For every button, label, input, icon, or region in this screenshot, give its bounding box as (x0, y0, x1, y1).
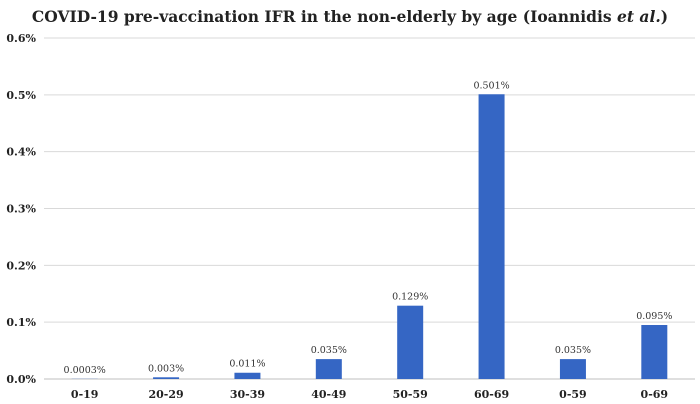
x-tick-label: 30-39 (230, 388, 265, 401)
bars (71, 94, 668, 379)
bar-value-label: 0.0003% (64, 365, 106, 376)
chart-title-main: COVID-19 pre-vaccination IFR in the non-… (32, 7, 617, 26)
x-tick-label: 40-49 (311, 388, 346, 401)
bar-value-label: 0.003% (148, 363, 184, 374)
x-tick-label: 0-59 (559, 388, 587, 401)
x-tick-label: 50-59 (393, 388, 428, 401)
bar (397, 305, 424, 379)
grid-lines (44, 37, 695, 380)
x-tick-label: 20-29 (148, 388, 183, 401)
y-tick-label: 0.3% (6, 203, 36, 216)
data-labels: 0.0003% 0.003% 0.011% 0.035% 0.129% 0.501% 0.0… (64, 80, 673, 376)
bar (234, 372, 261, 379)
x-tick-label: 0-19 (71, 388, 99, 401)
bar-value-label: 0.501% (473, 80, 509, 91)
chart-title-italic: et al. (617, 7, 661, 26)
bar-value-label: 0.129% (392, 292, 428, 303)
x-tick-label: 0-69 (641, 388, 669, 401)
y-tick-label: 0.2% (6, 259, 36, 272)
y-tick-label: 0.5% (6, 89, 36, 102)
bar-value-label: 0.011% (229, 359, 265, 370)
bar (478, 94, 505, 379)
y-tick-label: 0.0% (6, 373, 36, 386)
y-tick-label: 0.6% (6, 32, 36, 45)
bar (641, 325, 668, 379)
x-axis: 0-19 20-29 30-39 40-49 50-59 60-69 0-59 0-69 (71, 388, 668, 401)
bar (315, 359, 342, 379)
y-tick-label: 0.1% (6, 316, 36, 329)
bar-value-label: 0.035% (311, 345, 347, 356)
bar-value-label: 0.035% (555, 345, 591, 356)
y-axis: 0.0% 0.1% 0.2% 0.3% 0.4% 0.5% 0.6% (6, 32, 36, 386)
chart-title-end: ) (661, 7, 668, 26)
bar-value-label: 0.095% (636, 311, 672, 322)
bar (559, 359, 586, 379)
bar (153, 377, 180, 379)
y-tick-label: 0.4% (6, 146, 36, 159)
chart-title: COVID-19 pre-vaccination IFR in the non-… (32, 7, 668, 26)
x-tick-label: 60-69 (474, 388, 509, 401)
